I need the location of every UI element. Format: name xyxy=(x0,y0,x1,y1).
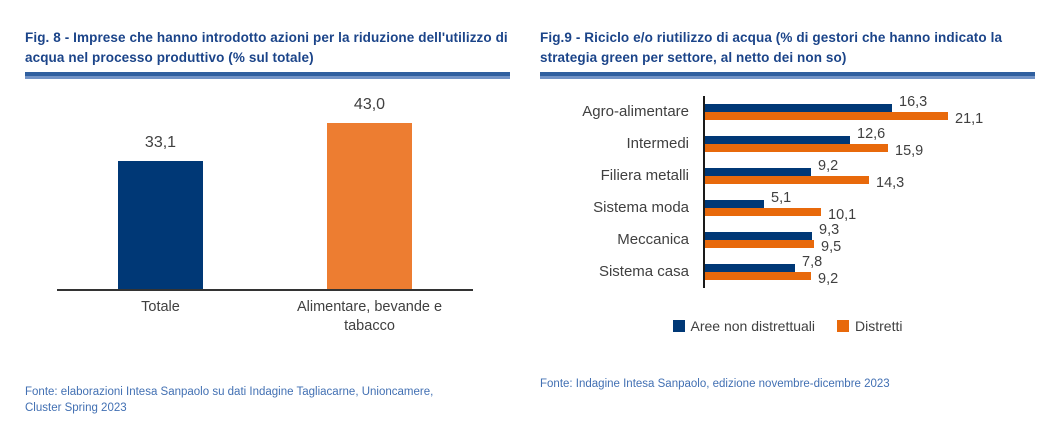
fig8-bar-0 xyxy=(118,160,203,289)
fig9-category-label: Sistema moda xyxy=(593,198,689,216)
legend-label: Distretti xyxy=(855,317,903,334)
fig9-bar-distretti xyxy=(705,207,821,216)
legend-item-aree-non-distrettuali: Aree non distrettuali xyxy=(672,317,816,334)
fig9-bar-area: 16,3 21,1 xyxy=(703,93,1035,128)
fig9-value-label: 16,3 xyxy=(899,93,928,110)
fig9-value-label: 7,8 xyxy=(802,253,823,270)
fig8-source: Fonte: elaborazioni Intesa Sanpaolo su d… xyxy=(25,385,434,415)
fig9-value-label: 10,1 xyxy=(828,206,857,223)
fig9-value-label: 5,1 xyxy=(771,189,792,206)
fig9-value-label: 9,2 xyxy=(818,270,839,287)
fig9-row: Filiera metalli 9,2 14,3 xyxy=(540,157,1035,192)
fig9-bar-aree-non-distrettuali xyxy=(705,231,812,240)
fig9-category-label: Agro-alimentare xyxy=(582,102,689,120)
fig8-x-axis-labels: Totale Alimentare, bevande e tabacco xyxy=(25,298,510,346)
fig9-legend: Aree non distrettuali Distretti xyxy=(540,318,1035,334)
fig9-title: Fig.9 - Riciclo e/o riutilizzo di acqua … xyxy=(540,30,1003,66)
fig9-row: Sistema casa 7,8 9,2 xyxy=(540,253,1035,288)
fig9-bar-aree-non-distrettuali xyxy=(705,263,795,272)
fig9-value-label: 12,6 xyxy=(857,125,886,142)
fig9-chart: Agro-alimentare 16,3 21,1 Intermedi 12,6 15,9… xyxy=(540,93,1035,288)
fig9-bar-area: 12,6 15,9 xyxy=(703,125,1035,160)
legend-swatch-icon xyxy=(837,319,850,332)
fig9-bar-aree-non-distrettuali xyxy=(705,103,892,112)
fig8-category-label: Alimentare, bevande e tabacco xyxy=(296,298,443,335)
fig8-category-label: Totale xyxy=(141,298,180,315)
fig9-value-label: 9,2 xyxy=(818,157,839,174)
fig9-category-label: Filiera metalli xyxy=(600,166,689,184)
fig8-panel: Fig. 8 - Imprese che hanno introdotto az… xyxy=(25,28,510,417)
fig9-bar-distretti xyxy=(705,175,869,184)
fig9-bar-aree-non-distrettuali xyxy=(705,199,764,208)
fig9-bar-area: 9,2 14,3 xyxy=(703,157,1035,192)
fig8-title-rule xyxy=(25,71,510,79)
fig8-value-label: 43,0 xyxy=(353,95,386,113)
fig8-title: Fig. 8 - Imprese che hanno introdotto az… xyxy=(25,30,508,66)
fig9-bar-area: 9,3 9,5 xyxy=(703,221,1035,256)
fig9-source: Fonte: Indagine Intesa Sanpaolo, edizion… xyxy=(540,377,890,390)
fig9-value-label: 14,3 xyxy=(876,174,905,191)
fig9-bar-distretti xyxy=(705,239,814,248)
legend-label: Aree non distrettuali xyxy=(690,317,816,334)
fig9-row: Meccanica 9,3 9,5 xyxy=(540,221,1035,256)
fig9-value-label: 15,9 xyxy=(895,142,924,159)
fig8-value-label: 33,1 xyxy=(144,133,177,151)
fig8-bar-1 xyxy=(327,122,412,289)
fig9-bar-distretti xyxy=(705,111,948,120)
fig9-category-label: Meccanica xyxy=(617,230,689,248)
fig9-row: Sistema moda 5,1 10,1 xyxy=(540,189,1035,224)
fig8-chart: 33,1 43,0 xyxy=(57,89,473,291)
fig9-bar-aree-non-distrettuali xyxy=(705,167,811,176)
fig9-value-label: 9,5 xyxy=(821,238,842,255)
fig9-bar-distretti xyxy=(705,143,888,152)
fig9-category-label: Intermedi xyxy=(626,134,689,152)
legend-swatch-icon xyxy=(672,319,685,332)
fig9-bar-area: 5,1 10,1 xyxy=(703,189,1035,224)
fig9-panel: Fig.9 - Riciclo e/o riutilizzo di acqua … xyxy=(540,28,1035,392)
fig9-row: Agro-alimentare 16,3 21,1 xyxy=(540,93,1035,128)
fig9-bar-aree-non-distrettuali xyxy=(705,135,850,144)
fig9-category-label: Sistema casa xyxy=(598,262,689,280)
fig9-value-label: 21,1 xyxy=(955,110,984,127)
legend-item-distretti: Distretti xyxy=(837,318,902,334)
fig9-title-rule xyxy=(540,71,1035,79)
fig9-row: Intermedi 12,6 15,9 xyxy=(540,125,1035,160)
fig9-value-label: 9,3 xyxy=(819,221,840,238)
fig9-bar-distretti xyxy=(705,271,811,280)
fig9-bar-area: 7,8 9,2 xyxy=(703,253,1035,288)
